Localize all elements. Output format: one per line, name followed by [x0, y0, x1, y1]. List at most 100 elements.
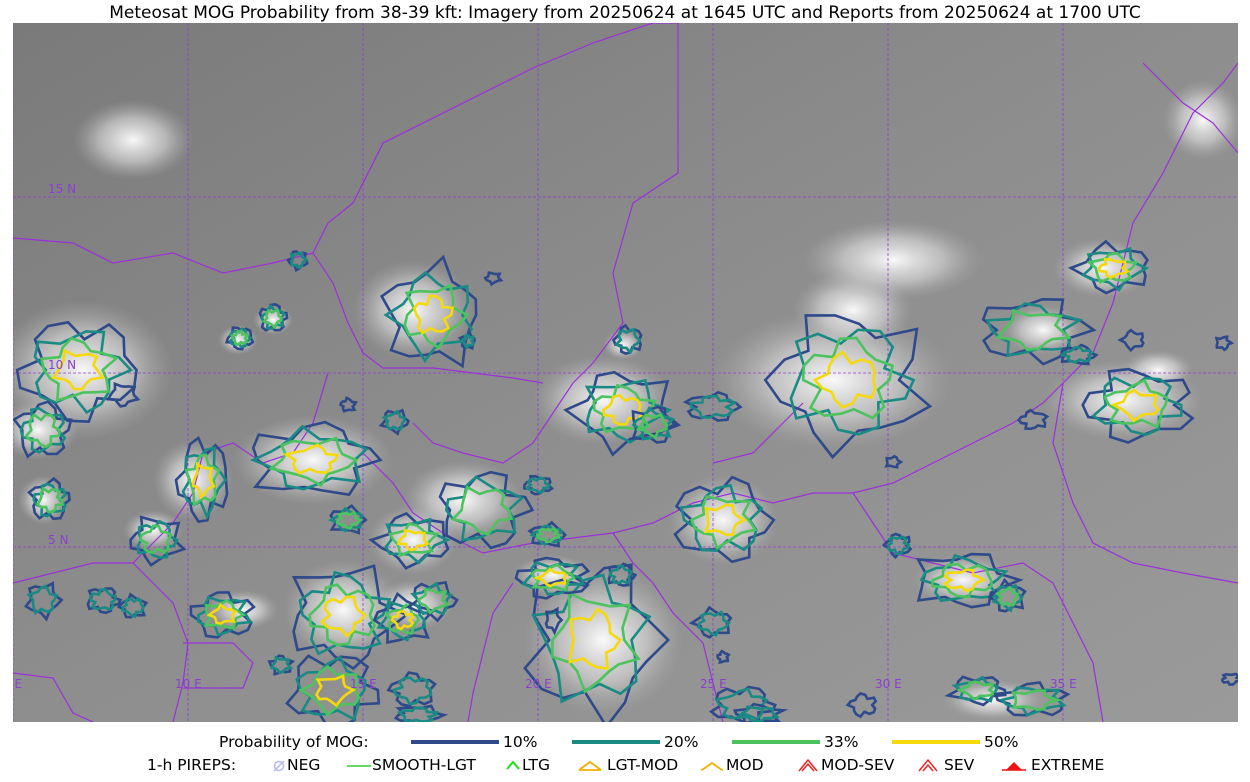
contour-20	[887, 535, 911, 556]
contour-20	[714, 687, 769, 721]
contour-33	[995, 308, 1073, 352]
longitude-label: 5 E	[13, 677, 22, 691]
legend-swatch-33-icon	[732, 740, 820, 744]
contour-33	[261, 308, 283, 330]
contour-50	[51, 348, 105, 391]
contour-20	[33, 330, 134, 415]
contour-50	[942, 568, 987, 593]
contour-50	[206, 602, 238, 625]
contour-20	[531, 573, 652, 704]
legend-label-33: 33%	[824, 733, 859, 751]
country-border	[852, 62, 1238, 494]
contour-10	[483, 271, 504, 287]
country-border	[1052, 382, 1238, 584]
contour-10	[682, 390, 743, 422]
contour-50	[314, 674, 357, 708]
contour-20	[391, 676, 433, 706]
map-title: Meteosat MOG Probability from 38-39 kft:…	[109, 3, 1141, 23]
light-chevron-icon	[506, 760, 520, 770]
country-border	[852, 492, 1104, 722]
contour-10	[1214, 335, 1235, 352]
severe-chevron-icon	[918, 758, 938, 772]
contour-33	[955, 680, 998, 702]
contour-50	[1097, 257, 1131, 279]
latitude-label: 15 N	[48, 182, 76, 196]
country-border	[13, 562, 189, 722]
pirep-label-neg: NEG	[287, 756, 321, 774]
contour-20	[789, 328, 916, 436]
contour-20	[696, 610, 731, 637]
pirep-item-mod: MOD	[701, 756, 764, 774]
contour-50	[319, 595, 367, 638]
contour-33	[1086, 251, 1139, 284]
contour-50	[396, 528, 430, 552]
contour-20	[735, 705, 781, 722]
contour-10	[716, 649, 731, 664]
pirep-label-lgt-mod: LGT-MOD	[607, 756, 679, 774]
country-border	[183, 642, 254, 689]
grid-labels: 15 N 10 N 5 N 5 E 10 E 15 E 20 E 25 E 30 E 35 E	[13, 182, 1077, 691]
contour-20	[120, 596, 145, 619]
legend-item-50: 50%	[892, 733, 1018, 751]
legend-item-10: 10%	[411, 733, 537, 751]
contour-33	[551, 590, 641, 694]
contour-10	[106, 381, 141, 408]
contour-50	[704, 503, 748, 537]
contour-33	[689, 495, 758, 550]
contour-20	[524, 476, 551, 494]
satellite-map: 15 N 10 N 5 N 5 E 10 E 15 E 20 E 25 E 30 E 35 E	[13, 23, 1238, 722]
cloud-top	[533, 355, 673, 445]
contour-20	[269, 655, 294, 675]
contour-33	[267, 436, 359, 488]
pirep-item-lgt-mod: LGT-MOD	[578, 756, 678, 774]
pirep-item-neg: NEG	[272, 756, 320, 774]
contour-33	[635, 413, 668, 440]
longitude-label: 35 E	[1050, 677, 1077, 691]
contour-20	[384, 517, 451, 565]
country-border	[13, 672, 94, 722]
country-border	[13, 23, 654, 274]
contour-50	[390, 610, 415, 631]
probability-legend-label: Probability of MOG:	[219, 733, 369, 751]
contour-10	[544, 606, 564, 636]
contour-33	[388, 522, 441, 558]
neg-symbol-icon	[273, 760, 285, 772]
contour-50	[191, 461, 216, 500]
legend-label-10: 10%	[503, 733, 538, 751]
contour-10	[884, 454, 904, 469]
pirep-item-sev: SEV	[917, 756, 974, 774]
contour-33	[1011, 689, 1063, 712]
contour-20	[289, 251, 309, 270]
contour-50	[812, 350, 877, 409]
latitude-label: 5 N	[48, 533, 68, 547]
moderate-severe-icon	[798, 758, 818, 772]
pirep-item-smooth-lgt: SMOOTH-LGT	[347, 756, 476, 774]
contour-20	[383, 270, 474, 363]
cloud-top	[1053, 238, 1153, 298]
contour-50	[1110, 388, 1160, 423]
contour-50	[602, 393, 643, 426]
contour-33	[39, 336, 119, 403]
contour-33	[138, 524, 173, 554]
contour-50	[282, 443, 340, 475]
contour-10	[1221, 672, 1238, 686]
contour-20	[26, 584, 59, 615]
legend-swatch-20-icon	[572, 740, 660, 744]
legend-label-50: 50%	[984, 733, 1019, 751]
contour-33	[994, 585, 1019, 607]
contour-50	[532, 567, 568, 588]
contour-33	[450, 485, 514, 536]
contour-33	[801, 336, 895, 420]
contour-33	[536, 527, 561, 544]
country-border	[467, 582, 514, 722]
probability-legend: Probability of MOG: 10% 20% 33% 50%	[0, 733, 1250, 753]
contour-10	[523, 563, 671, 722]
smooth-light-line-icon	[347, 765, 371, 767]
contour-33	[416, 588, 451, 615]
contour-33	[24, 412, 61, 449]
cloud-top	[1163, 80, 1238, 160]
cloud-top	[713, 310, 953, 450]
contour-20	[608, 564, 634, 585]
contour-20	[396, 706, 439, 722]
contour-20	[89, 588, 118, 611]
